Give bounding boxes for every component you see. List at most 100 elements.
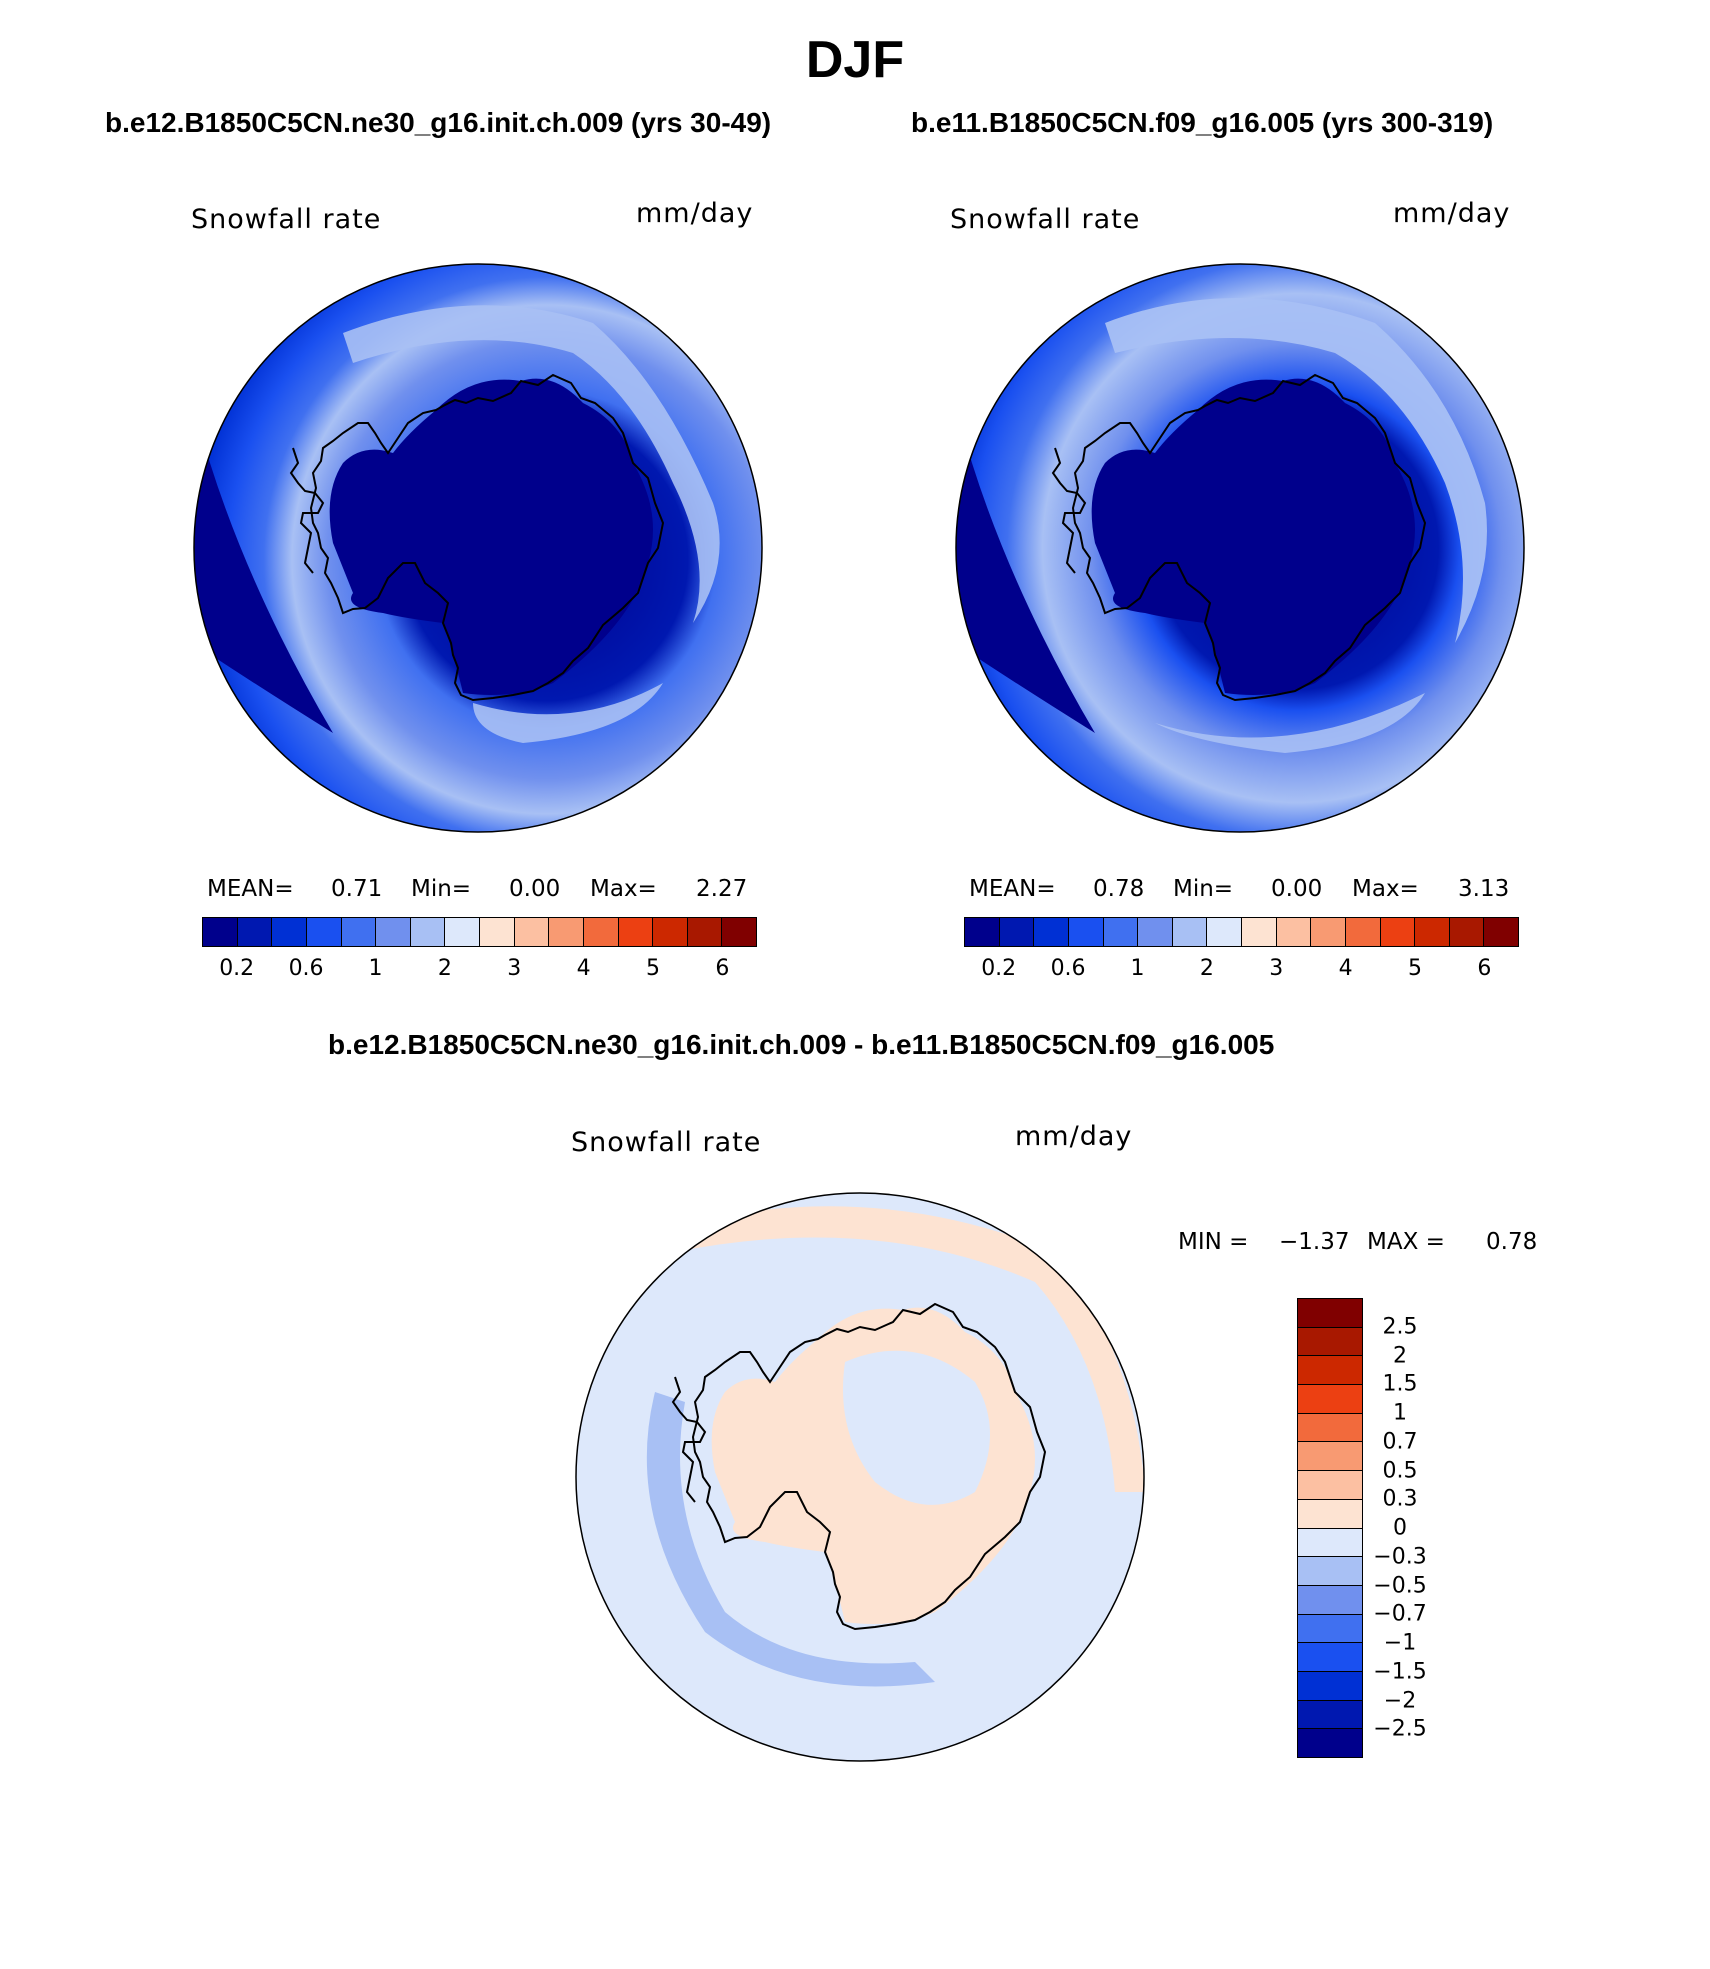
colorbar-swatch — [203, 918, 238, 946]
coastline — [691, 1302, 1047, 1631]
interior-negative — [843, 1350, 990, 1505]
colorbar-swatch — [1068, 918, 1104, 946]
coastline — [309, 373, 665, 702]
min-label: MIN = — [1178, 1229, 1249, 1255]
colorbar-swatch — [1298, 1471, 1362, 1500]
max-value: 3.13 — [1458, 876, 1510, 902]
colorbar-tick-label: 0.2 — [219, 956, 255, 981]
colorbar-swatch — [1298, 1729, 1362, 1757]
colorbar-swatch — [583, 918, 619, 946]
max-value: 2.27 — [696, 876, 748, 902]
colorbar-tick-label: 4 — [576, 956, 591, 981]
coastline — [1071, 373, 1427, 702]
colorbar-tick-label: 0.6 — [288, 956, 324, 981]
low-snow-band — [956, 264, 1095, 733]
left-colorbar — [202, 917, 757, 947]
min-label: Min= — [1173, 876, 1234, 902]
diff-stats: MIN = −1.37 MAX = 0.78 — [1178, 1229, 1558, 1257]
colorbar-swatch — [687, 918, 723, 946]
colorbar-tick-label: 1 — [1393, 1400, 1407, 1426]
colorbar-tick-label: −0.7 — [1373, 1601, 1427, 1627]
colorbar-tick-label: 6 — [715, 956, 730, 981]
peninsula-coast — [1051, 447, 1087, 574]
colorbar-swatch — [1298, 1643, 1362, 1672]
colorbar-swatch — [514, 918, 550, 946]
colorbar-swatch — [1172, 918, 1208, 946]
colorbar-tick-label: 1 — [1130, 956, 1145, 981]
colorbar-tick-label: −1.5 — [1373, 1659, 1427, 1685]
min-value: −1.37 — [1279, 1229, 1350, 1255]
peninsula-coast — [289, 447, 325, 574]
negative-band-west — [646, 1392, 935, 1687]
colorbar-swatch — [722, 918, 756, 946]
high-snow-ring-south — [1155, 693, 1425, 753]
mean-value: 0.71 — [331, 876, 383, 902]
colorbar-tick-label: 2 — [1393, 1343, 1407, 1368]
colorbar-swatch — [1138, 918, 1173, 946]
diff-case-title: b.e12.B1850C5CN.ne30_g16.init.ch.009 - b… — [328, 1029, 1275, 1060]
diff-variable-label: Snowfall rate — [571, 1127, 762, 1158]
colorbar-tick-label: −1 — [1383, 1630, 1417, 1656]
colorbar-swatch — [1484, 918, 1518, 946]
max-label: Max= — [1352, 876, 1419, 902]
colorbar-tick-label: −0.3 — [1373, 1544, 1427, 1570]
mean-value: 0.78 — [1093, 876, 1145, 902]
min-value: 0.00 — [509, 876, 561, 902]
colorbar-swatch — [480, 918, 515, 946]
right-stats: MEAN= 0.78 Min= 0.00 Max= 3.13 — [969, 876, 1519, 904]
colorbar-swatch — [1242, 918, 1277, 946]
colorbar-swatch — [1298, 1327, 1362, 1357]
colorbar-swatch — [1298, 1528, 1362, 1558]
colorbar-swatch — [999, 918, 1035, 946]
diff-units-label: mm/day — [1015, 1121, 1133, 1152]
colorbar-tick-label: 0.2 — [981, 956, 1017, 981]
colorbar-swatch — [1276, 918, 1312, 946]
colorbar-swatch — [445, 918, 480, 946]
colorbar-tick-label: 0.3 — [1382, 1486, 1418, 1512]
left-variable-label: Snowfall rate — [191, 204, 382, 235]
colorbar-tick-label: 1.5 — [1382, 1371, 1418, 1397]
colorbar-tick-label: 2 — [1199, 956, 1214, 981]
land-field — [1091, 378, 1415, 696]
colorbar-swatch — [1298, 1356, 1362, 1386]
right-colorbar — [964, 917, 1519, 947]
colorbar-swatch — [1034, 918, 1069, 946]
colorbar-tick-label: 5 — [645, 956, 660, 981]
colorbar-tick-label: 1 — [368, 956, 383, 981]
left-map — [193, 263, 763, 833]
colorbar-swatch — [237, 918, 273, 946]
page-title: DJF — [805, 31, 905, 89]
colorbar-tick-label: 5 — [1407, 956, 1422, 981]
right-case-title: b.e11.B1850C5CN.f09_g16.005 (yrs 300-319… — [911, 107, 1494, 138]
left-stats: MEAN= 0.71 Min= 0.00 Max= 2.27 — [207, 876, 757, 904]
left-case-title: b.e12.B1850C5CN.ne30_g16.init.ch.009 (yr… — [105, 107, 772, 138]
colorbar-swatch — [306, 918, 342, 946]
colorbar-swatch — [1415, 918, 1450, 946]
left-units-label: mm/day — [636, 198, 754, 229]
colorbar-swatch — [341, 918, 377, 946]
colorbar-swatch — [410, 918, 446, 946]
colorbar-swatch — [1380, 918, 1416, 946]
colorbar-swatch — [1298, 1299, 1362, 1328]
colorbar-tick-label: 0.5 — [1382, 1458, 1418, 1483]
high-snow-ring — [343, 305, 720, 623]
peninsula-coast — [671, 1376, 707, 1503]
high-snow-ring — [1105, 298, 1487, 643]
right-map — [955, 263, 1525, 833]
colorbar-swatch — [1298, 1614, 1362, 1644]
colorbar-swatch — [1298, 1585, 1362, 1615]
colorbar-swatch — [965, 918, 1000, 946]
colorbar-swatch — [376, 918, 411, 946]
colorbar-tick-label: −2.5 — [1373, 1716, 1427, 1742]
colorbar-swatch — [1103, 918, 1139, 946]
colorbar-swatch — [1298, 1442, 1362, 1472]
colorbar-swatch — [653, 918, 688, 946]
colorbar-swatch — [1298, 1385, 1362, 1414]
colorbar-tick-label: 3 — [1269, 956, 1284, 981]
low-snow-band — [194, 264, 333, 733]
colorbar-tick-label: 2.5 — [1382, 1314, 1418, 1340]
colorbar-tick-label: 0 — [1393, 1515, 1407, 1541]
colorbar-swatch — [618, 918, 654, 946]
min-label: Min= — [411, 876, 472, 902]
colorbar-tick-label: 2 — [437, 956, 452, 981]
